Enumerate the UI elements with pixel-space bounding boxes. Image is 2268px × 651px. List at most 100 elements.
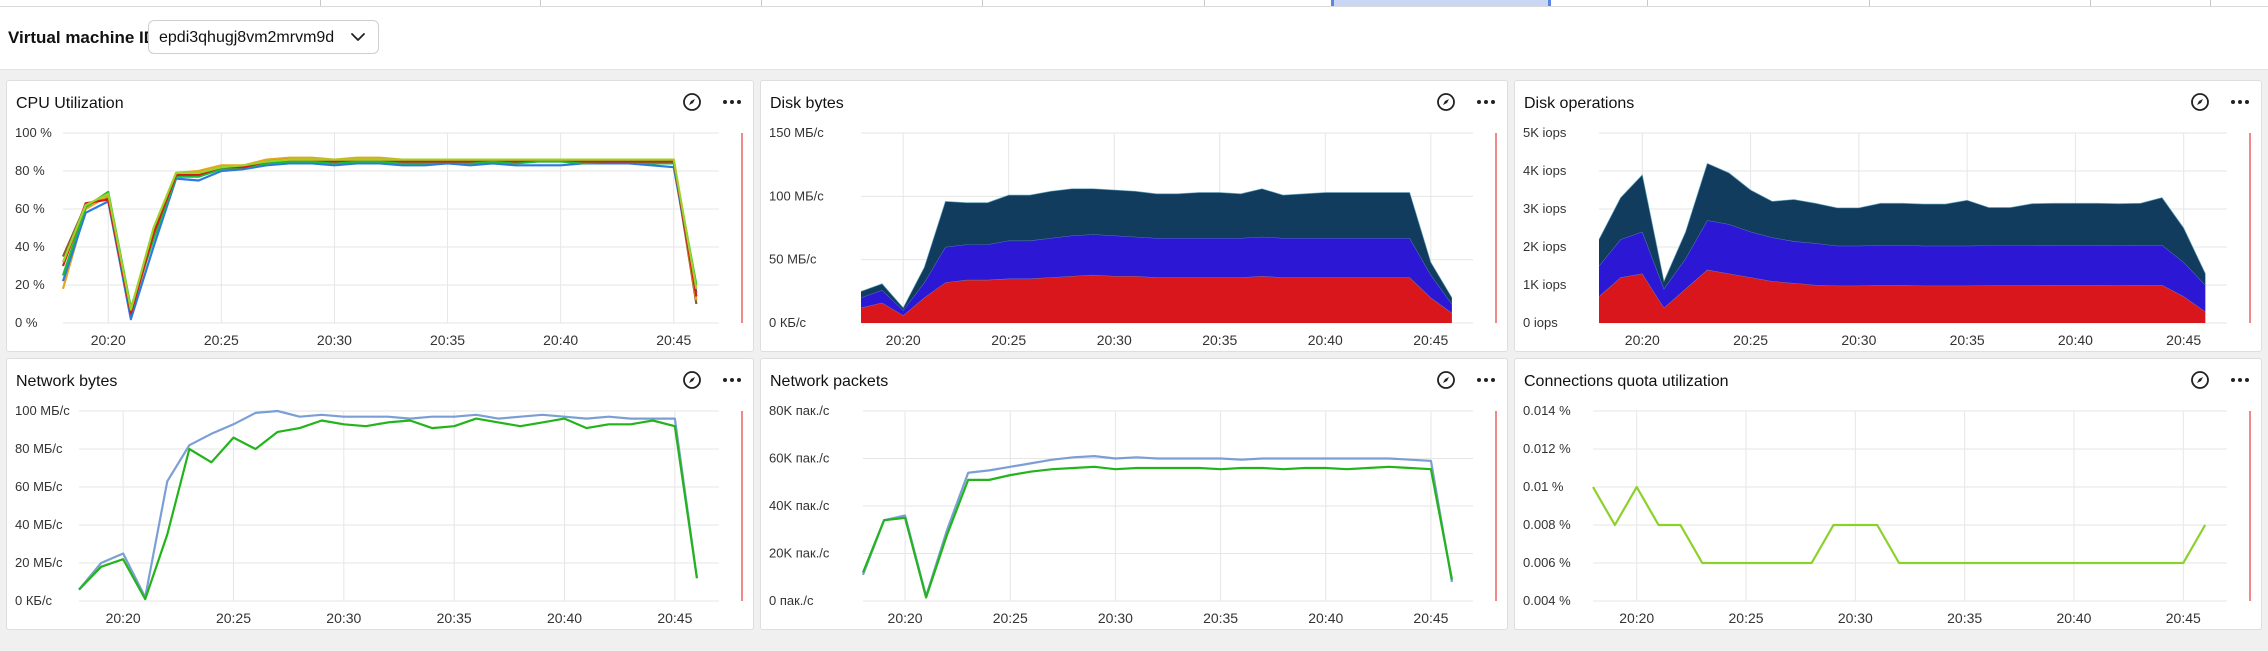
line-series-0 bbox=[861, 455, 1454, 598]
filter-bar: Virtual machine ID epdi3qhugj8vm2mrvm9d bbox=[0, 7, 2268, 70]
line-series-1 bbox=[78, 417, 699, 601]
more-horizontal-icon[interactable] bbox=[2229, 91, 2251, 113]
y-tick-label: 0.006 % bbox=[1523, 555, 1571, 570]
x-tick-label: 20:25 bbox=[1733, 332, 1768, 348]
x-tick-label: 20:25 bbox=[993, 610, 1028, 626]
compass-icon[interactable] bbox=[1435, 369, 1457, 391]
area-series-edge bbox=[860, 188, 1453, 309]
panel-connections-quota: Connections quota utilization 0.014 % 0.0… bbox=[1514, 358, 2262, 630]
x-tick-label: 20:20 bbox=[1625, 332, 1660, 348]
panel-title: Network packets bbox=[770, 373, 889, 390]
y-tick-label: 20 % bbox=[15, 277, 45, 292]
x-tick-label: 20:30 bbox=[326, 610, 361, 626]
x-tick-label: 20:40 bbox=[1308, 332, 1343, 348]
x-tick-label: 20:35 bbox=[1950, 332, 1985, 348]
compass-icon[interactable] bbox=[2189, 91, 2211, 113]
x-tick-label: 20:40 bbox=[543, 332, 578, 348]
y-tick-label: 100 МБ/с bbox=[769, 188, 824, 203]
y-tick-label: 40 % bbox=[15, 239, 45, 254]
x-tick-label: 20:40 bbox=[2058, 332, 2093, 348]
timeline-tick bbox=[761, 0, 762, 6]
y-tick-label: 20K пак./с bbox=[769, 546, 830, 561]
y-tick-label: 50 МБ/с bbox=[769, 252, 817, 267]
panel-disk-bytes: Disk bytes 150 МБ/с 100 МБ/с 50 МБ/с 0 КБ/с… bbox=[760, 80, 1508, 352]
compass-icon[interactable] bbox=[2189, 369, 2211, 391]
y-tick-label: 80 % bbox=[15, 163, 45, 178]
x-tick-label: 20:40 bbox=[1308, 610, 1343, 626]
y-tick-label: 0 iops bbox=[1523, 315, 1558, 330]
chart-connections-quota: 0.014 % 0.012 % 0.01 % 0.008 % 0.006 % 0.004 … bbox=[1523, 403, 2251, 626]
y-tick-label: 20 МБ/с bbox=[15, 555, 63, 570]
compass-icon[interactable] bbox=[1435, 91, 1457, 113]
chevron-down-icon bbox=[351, 33, 366, 41]
more-horizontal-icon[interactable] bbox=[1475, 369, 1497, 391]
y-tick-label: 3K iops bbox=[1523, 201, 1567, 216]
line-series-3 bbox=[61, 160, 698, 309]
chart-disk-operations: 5K iops 4K iops 3K iops 2K iops 1K iops 0 iop… bbox=[1523, 125, 2251, 348]
vm-id-label: Virtual machine ID bbox=[8, 28, 157, 47]
panel-title: Disk operations bbox=[1524, 95, 1635, 112]
x-tick-label: 20:25 bbox=[991, 332, 1026, 348]
x-tick-label: 20:45 bbox=[656, 332, 691, 348]
more-horizontal-icon[interactable] bbox=[721, 369, 743, 391]
x-tick-label: 20:35 bbox=[430, 332, 465, 348]
x-tick-label: 20:45 bbox=[657, 610, 692, 626]
timeline-tick bbox=[2090, 0, 2091, 6]
chart-disk-bytes: 150 МБ/с 100 МБ/с 50 МБ/с 0 КБ/с 20:20 20:25 2… bbox=[769, 125, 1497, 348]
timeline-tick bbox=[1647, 0, 1648, 6]
timeline-tick bbox=[2210, 0, 2211, 6]
y-tick-label: 60K пак./с bbox=[769, 451, 830, 466]
x-tick-label: 20:20 bbox=[91, 332, 126, 348]
area-series-1 bbox=[861, 234, 1452, 316]
x-tick-label: 20:25 bbox=[1729, 610, 1764, 626]
area-series-0 bbox=[861, 274, 1452, 323]
panel-title: Network bytes bbox=[16, 373, 118, 390]
y-tick-label: 1K iops bbox=[1523, 277, 1567, 292]
y-tick-label: 0 % bbox=[15, 315, 38, 330]
compass-icon[interactable] bbox=[681, 369, 703, 391]
vm-id-value: epdi3qhugj8vm2mrvm9d bbox=[159, 29, 335, 46]
panel-title: Connections quota utilization bbox=[1524, 373, 1729, 390]
y-tick-label: 4K iops bbox=[1523, 163, 1567, 178]
x-tick-label: 20:20 bbox=[106, 610, 141, 626]
x-tick-label: 20:25 bbox=[204, 332, 239, 348]
line-series-1 bbox=[861, 465, 1454, 599]
chart-network-bytes: 100 МБ/с 80 МБ/с 60 МБ/с 40 МБ/с 20 МБ/с 0 КБ… bbox=[15, 403, 743, 626]
y-tick-label: 40 МБ/с bbox=[15, 517, 63, 532]
panel-title: CPU Utilization bbox=[16, 95, 124, 112]
x-tick-label: 20:40 bbox=[547, 610, 582, 626]
x-tick-label: 20:45 bbox=[1413, 610, 1448, 626]
more-horizontal-icon[interactable] bbox=[2229, 369, 2251, 391]
chart-cpu: 100 % 80 % 60 % 40 % 20 % 0 % 20:20 20:25 20:30 2… bbox=[15, 125, 743, 348]
x-tick-label: 20:30 bbox=[317, 332, 352, 348]
line-series-0 bbox=[78, 409, 699, 599]
timeline-scrubber[interactable] bbox=[0, 0, 2268, 7]
area-series-0 bbox=[1599, 269, 2206, 323]
timeline-tick bbox=[320, 0, 321, 6]
y-tick-label: 60 % bbox=[15, 201, 45, 216]
x-tick-label: 20:40 bbox=[2056, 610, 2091, 626]
y-tick-label: 80K пак./с bbox=[769, 403, 830, 418]
more-horizontal-icon[interactable] bbox=[721, 91, 743, 113]
chart-network-packets: 80K пак./с 60K пак./с 40K пак./с 20K пак./с… bbox=[769, 403, 1497, 626]
x-tick-label: 20:35 bbox=[1203, 610, 1238, 626]
timeline-tick bbox=[1869, 0, 1870, 6]
area-series-1 bbox=[1599, 220, 2206, 312]
x-tick-label: 20:30 bbox=[1098, 610, 1133, 626]
y-tick-label: 40K пак./с bbox=[769, 498, 830, 513]
x-tick-label: 20:20 bbox=[1619, 610, 1654, 626]
y-tick-label: 100 % bbox=[15, 125, 52, 140]
vm-id-select[interactable]: epdi3qhugj8vm2mrvm9d bbox=[148, 20, 380, 54]
timeline-selection-handle[interactable] bbox=[1331, 0, 1551, 6]
x-tick-label: 20:35 bbox=[1947, 610, 1982, 626]
line-series-2 bbox=[61, 162, 698, 321]
compass-icon[interactable] bbox=[681, 91, 703, 113]
y-tick-label: 0.01 % bbox=[1523, 479, 1564, 494]
more-horizontal-icon[interactable] bbox=[1475, 91, 1497, 113]
y-tick-label: 5K iops bbox=[1523, 125, 1567, 140]
y-tick-label: 2K iops bbox=[1523, 239, 1567, 254]
panel-title: Disk bytes bbox=[770, 95, 844, 112]
y-tick-label: 0 пак./с bbox=[769, 593, 814, 608]
y-tick-label: 150 МБ/с bbox=[769, 125, 824, 140]
x-tick-label: 20:45 bbox=[2166, 610, 2201, 626]
